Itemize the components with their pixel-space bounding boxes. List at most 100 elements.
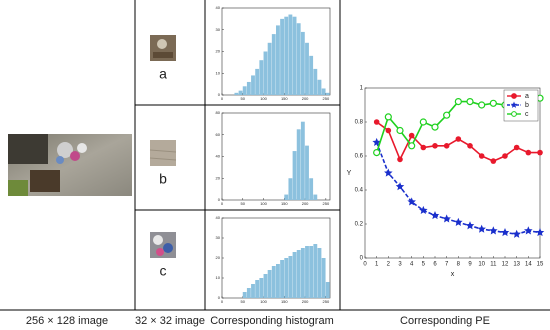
marker — [525, 149, 532, 156]
legend-marker — [511, 111, 517, 117]
y-tick-label: 0 — [218, 197, 221, 202]
x-tick-label: 2 — [387, 262, 391, 268]
marker — [384, 168, 393, 177]
marker — [465, 221, 475, 230]
histogram-bar — [309, 55, 314, 95]
marker — [467, 143, 473, 149]
x-tick-label: 200 — [302, 299, 309, 304]
marker — [455, 136, 462, 142]
marker — [407, 197, 416, 206]
y-tick-label: 0.8 — [355, 120, 364, 126]
y-tick-label: 1 — [360, 86, 364, 92]
caption: 32 × 32 image — [135, 315, 205, 327]
x-tick-label: 0 — [363, 262, 367, 268]
marker — [454, 217, 463, 226]
histogram-bar — [280, 18, 285, 95]
x-tick-label: 3 — [398, 262, 402, 268]
x-tick-label: 250 — [323, 299, 330, 304]
patch-label: a — [159, 66, 167, 82]
x-tick-label: 10 — [478, 262, 485, 268]
y-tick-label: 30 — [216, 27, 221, 32]
histogram-bar — [284, 258, 289, 298]
histogram-bar — [309, 178, 314, 200]
marker — [396, 126, 404, 135]
x-tick-label: 100 — [260, 299, 267, 304]
histogram-bar — [321, 258, 326, 298]
marker — [373, 119, 380, 125]
patch-label: b — [159, 171, 167, 187]
marker — [442, 214, 451, 223]
marker — [420, 144, 427, 151]
x-tick-label: 200 — [302, 201, 309, 206]
x-tick-label: 7 — [445, 262, 449, 268]
histogram-bar — [325, 92, 330, 95]
histogram-bar — [288, 256, 293, 298]
plot-frame — [221, 112, 331, 201]
histogram-bar — [300, 248, 305, 298]
marker — [524, 226, 533, 235]
histogram-bar — [292, 16, 297, 96]
y-tick-label: 60 — [216, 132, 221, 137]
marker — [373, 149, 381, 157]
patch-label: c — [160, 263, 167, 279]
histogram-bar — [296, 129, 301, 200]
x-tick-label: 8 — [457, 262, 461, 268]
histogram-bar — [271, 34, 276, 95]
histogram-bar — [300, 121, 305, 200]
y-axis-label: Y — [347, 170, 352, 177]
y-tick-label: 40 — [216, 154, 221, 159]
histogram-bar — [238, 90, 243, 95]
marker — [500, 228, 510, 237]
y-tick-label: 0 — [360, 256, 364, 262]
histogram-bar — [305, 145, 309, 200]
x-tick-label: 15 — [537, 262, 544, 268]
plot-frame — [364, 87, 541, 259]
histogram-bar — [271, 266, 276, 298]
marker — [535, 228, 545, 237]
marker — [395, 182, 405, 191]
x-tick-label: 250 — [323, 201, 330, 206]
histogram-bar — [296, 23, 301, 96]
y-tick-label: 0 — [218, 92, 221, 97]
histogram-bar — [259, 278, 264, 298]
marker — [490, 158, 497, 164]
legend-label: c — [525, 111, 529, 118]
histogram-bar — [259, 60, 264, 95]
caption: 256 × 128 image — [26, 315, 108, 327]
y-tick-label: 30 — [216, 235, 221, 240]
histogram-bar — [255, 280, 260, 298]
histogram-bar — [246, 81, 251, 95]
x-tick-label: 4 — [410, 262, 414, 268]
marker — [385, 127, 392, 134]
marker — [513, 144, 520, 151]
x-tick-label: 12 — [502, 262, 509, 268]
marker — [408, 142, 416, 150]
marker — [443, 111, 451, 119]
x-tick-label: 150 — [281, 201, 288, 206]
histogram-bar — [317, 248, 322, 298]
marker — [443, 143, 450, 149]
x-tick-label: 14 — [525, 262, 532, 268]
y-tick-label: 0 — [218, 295, 221, 300]
marker — [419, 205, 428, 215]
histogram-bar — [313, 244, 318, 298]
x-tick-label: 150 — [281, 96, 288, 101]
histogram-bar — [313, 68, 318, 95]
caption: Corresponding histogram — [210, 315, 334, 327]
histogram-bar — [276, 25, 280, 95]
histogram-bar — [325, 282, 330, 298]
y-tick-label: 40 — [216, 215, 221, 220]
legend-label: a — [525, 93, 529, 100]
histogram-bar — [255, 68, 260, 95]
histogram-bar — [300, 31, 305, 95]
marker — [502, 153, 508, 159]
marker — [512, 229, 521, 238]
histogram-bar — [292, 252, 297, 298]
y-tick-label: 20 — [216, 49, 221, 54]
histogram-bar — [267, 42, 272, 95]
histogram-bar — [309, 246, 314, 298]
histogram-bar — [284, 16, 289, 96]
y-tick-label: 40 — [216, 5, 221, 10]
histogram-bar — [276, 264, 280, 298]
histogram-bar — [305, 246, 309, 298]
